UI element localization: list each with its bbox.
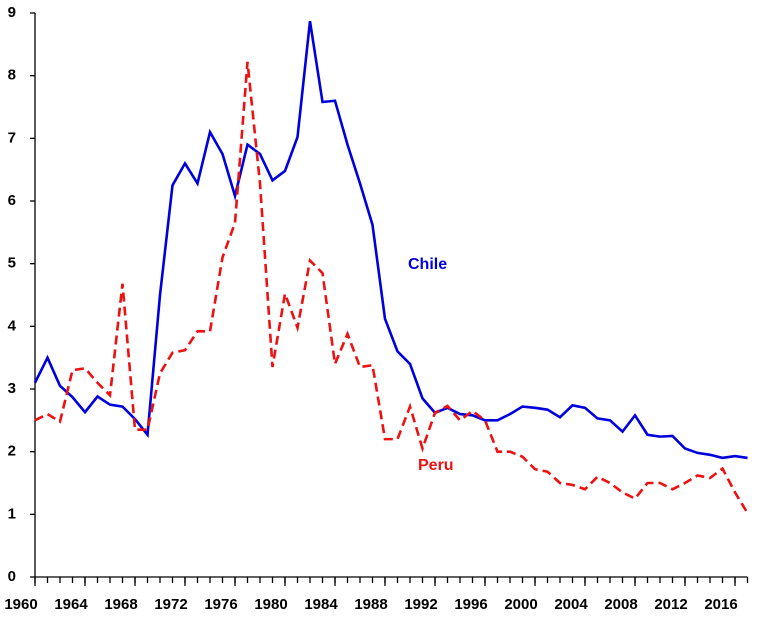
x-tick-label: 2016 — [704, 596, 737, 613]
y-tick-label: 6 — [8, 192, 16, 209]
y-tick-label: 1 — [8, 505, 16, 522]
y-tick-label: 9 — [8, 4, 16, 21]
x-tick-label: 1960 — [4, 596, 37, 613]
x-tick-label: 1968 — [104, 596, 137, 613]
x-tick-label: 2012 — [654, 596, 687, 613]
series-label: Chile — [408, 256, 447, 273]
x-tick-label: 1984 — [304, 596, 338, 613]
x-tick-label: 2008 — [604, 596, 637, 613]
x-tick-label: 1964 — [54, 596, 88, 613]
series-line — [33, 20, 748, 460]
y-tick-label: 2 — [8, 443, 16, 460]
x-tick-label: 1988 — [354, 596, 387, 613]
y-tick-label: 8 — [8, 67, 16, 84]
series-line — [34, 61, 749, 514]
x-tick-label: 2000 — [504, 596, 537, 613]
x-tick-label: 1996 — [454, 596, 487, 613]
y-tick-label: 0 — [8, 568, 16, 585]
y-tick-label: 3 — [8, 380, 16, 397]
y-tick-label: 4 — [8, 317, 17, 334]
x-tick-label: 1980 — [254, 596, 287, 613]
y-tick-label: 7 — [8, 129, 16, 146]
x-tick-label: 1972 — [154, 596, 187, 613]
x-tick-label: 1976 — [204, 596, 237, 613]
x-tick-label: 2004 — [554, 596, 588, 613]
y-tick-label: 5 — [8, 255, 16, 272]
x-tick-label: 1992 — [404, 596, 437, 613]
series-label: Peru — [418, 457, 454, 474]
